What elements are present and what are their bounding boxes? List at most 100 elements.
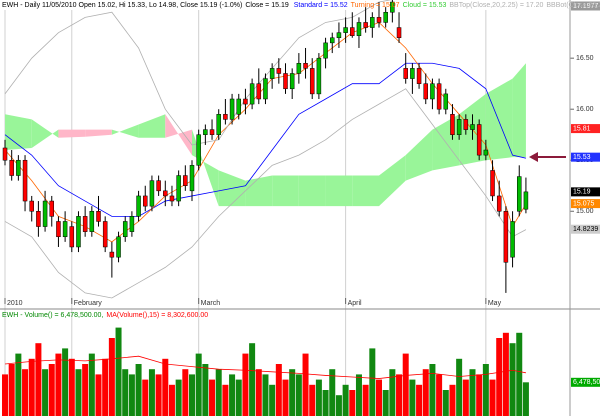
candle-body: [336, 32, 342, 39]
candle-body: [89, 211, 95, 232]
volume-bar: [249, 343, 256, 416]
volume-bar: [396, 374, 403, 416]
volume-bar: [209, 379, 216, 416]
candle-body: [403, 68, 408, 79]
candle-body: [62, 221, 68, 238]
volume-bar: [2, 374, 9, 416]
candle-body: [183, 175, 188, 186]
candle-body: [196, 134, 201, 166]
candle-body: [516, 176, 522, 212]
value-badge: [571, 124, 600, 134]
candle-body: [329, 37, 335, 44]
cloud-segment: [138, 114, 166, 138]
candle-body: [29, 200, 34, 212]
candle-body: [289, 73, 295, 90]
legend-entry: BBBot(Close,20,2.25): [546, 2, 600, 9]
cloud-segment: [298, 175, 326, 207]
volume-bar: [75, 369, 82, 416]
candle-body: [249, 83, 255, 105]
candle-body: [496, 195, 502, 212]
candle-body: [523, 191, 529, 210]
candle-body: [436, 83, 442, 110]
candle-body: [9, 159, 14, 176]
candle-body: [223, 114, 228, 120]
cloud-segment: [352, 175, 379, 207]
value-badge: [571, 187, 600, 197]
candle-body: [463, 119, 469, 130]
cloud-segment: [5, 114, 32, 151]
candle-body: [56, 221, 61, 238]
annotation-arrowhead: [529, 152, 538, 162]
cloud-segment: [272, 175, 299, 207]
legend-entry: Standard = 15.52: [293, 2, 348, 9]
candle-body: [163, 190, 168, 197]
volume-bar: [355, 374, 362, 416]
volume-bar: [522, 382, 529, 416]
volume-bar: [509, 343, 516, 416]
value-badge-label: 15.81: [573, 125, 591, 132]
volume-bar: [48, 364, 55, 416]
volume-bar: [202, 364, 209, 416]
volume-ma-line: [4, 355, 526, 379]
volume-bar: [335, 395, 342, 416]
candle-body: [490, 170, 495, 197]
volume-bar: [155, 374, 162, 416]
candle-body: [423, 83, 428, 100]
value-badge: [571, 152, 600, 162]
candle-body: [42, 200, 48, 227]
candle-body: [16, 159, 21, 176]
candle-body: [483, 149, 489, 156]
volume-bar: [22, 369, 29, 416]
volume-bar: [182, 369, 189, 416]
legend-entry: Close = 15.19: [245, 2, 289, 9]
volume-bar: [108, 338, 115, 416]
candle-body: [296, 63, 302, 74]
x-tick-label: May: [488, 300, 502, 307]
value-badge-label: 15.19: [573, 189, 591, 196]
volume-bar: [128, 374, 135, 416]
legend-entry: Turning = 15.07: [350, 2, 400, 9]
volume-tick-label: 6,478,50: [573, 379, 600, 386]
volume-bar: [362, 384, 369, 416]
volume-bar: [315, 379, 322, 416]
x-tick-label: 2010: [7, 300, 23, 307]
volume-bar: [168, 384, 175, 416]
volume-bar: [389, 369, 396, 416]
candle-body: [116, 236, 121, 258]
volume-bar: [436, 374, 443, 416]
volume-bar: [469, 369, 476, 416]
volume-bar: [62, 348, 69, 416]
volume-bar: [135, 364, 142, 416]
volume-bar: [416, 384, 423, 416]
candle-body: [396, 27, 402, 39]
candle-body: [303, 63, 308, 69]
volume-bar: [329, 369, 336, 416]
candle-body: [416, 68, 422, 84]
value-badge: [571, 224, 600, 234]
chart-title: EWH - Daily 11/05/2010 Open 15.02, Hi 15…: [2, 2, 243, 9]
volume-bar: [302, 353, 309, 416]
candle-body: [102, 221, 108, 248]
value-badge: [571, 199, 600, 209]
volume-bar: [289, 369, 296, 416]
cloud-segment: [485, 78, 513, 161]
volume-bar: [115, 327, 122, 416]
cloud-segment: [245, 175, 273, 207]
candle-body: [269, 68, 275, 79]
volume-bar: [8, 364, 15, 416]
value-badge-label: 15.075: [573, 200, 595, 207]
volume-bar: [195, 353, 202, 416]
volume-bar: [462, 379, 469, 416]
volume-bar: [95, 374, 102, 416]
candle-body: [430, 83, 435, 100]
volume-bar: [375, 379, 382, 416]
candle-body: [390, 1, 395, 13]
volume-bar: [222, 384, 229, 416]
candle-body: [350, 27, 355, 36]
volume-bar: [349, 390, 356, 416]
candle-body: [209, 129, 215, 135]
candle-body: [49, 200, 55, 217]
candle-body: [476, 124, 482, 156]
candle-body: [510, 221, 515, 258]
